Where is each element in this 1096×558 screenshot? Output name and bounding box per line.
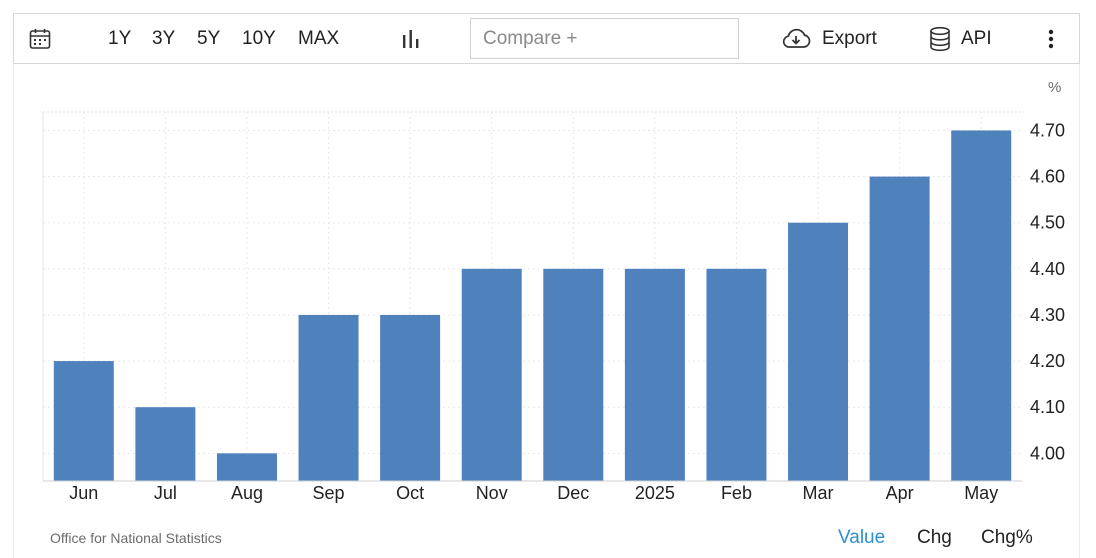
bar [298,314,359,481]
bar [135,407,196,481]
y-tick-label: 4.00 [1030,443,1065,463]
bar-chart-icon[interactable] [400,14,422,63]
y-tick-label: 4.70 [1030,120,1065,140]
tab-value[interactable]: Value [838,527,886,548]
x-tick-label: May [964,483,998,503]
more-vertical-icon[interactable] [1046,14,1056,63]
range-10y-button[interactable]: 10Y [242,27,276,49]
calendar-icon[interactable] [28,14,52,63]
api-button[interactable]: API [929,14,992,63]
y-unit-label: % [1048,79,1061,96]
x-tick-label: Mar [803,483,834,503]
chart-toolbar: 1Y 3Y 5Y 10Y MAX Export [13,13,1080,64]
bar [53,361,114,481]
x-tick-label: Aug [231,483,263,503]
x-tick-label: Nov [476,483,508,503]
y-tick-label: 4.60 [1030,167,1065,187]
bar [869,176,930,481]
chart-area [13,64,1080,558]
x-tick-label: Jul [154,483,177,503]
x-tick-label: Feb [721,483,752,503]
bar [543,268,604,481]
x-tick-label: Oct [396,483,424,503]
range-5y-button[interactable]: 5Y [197,27,221,49]
tab-chg[interactable]: Chg [917,527,952,548]
source-label: Office for National Statistics [50,530,222,546]
bar [461,268,522,481]
range-max-button[interactable]: MAX [298,27,340,49]
y-tick-label: 4.30 [1030,305,1065,325]
x-tick-label: Apr [886,483,914,503]
x-tick-label: 2025 [635,483,675,503]
range-3y-button[interactable]: 3Y [152,27,176,49]
export-button[interactable]: Export [780,14,877,63]
x-tick-label: Dec [557,483,589,503]
tab-chg-percent[interactable]: Chg% [981,527,1033,548]
cloud-download-icon [780,27,812,51]
y-tick-label: 4.20 [1030,351,1065,371]
bar [380,314,441,481]
api-label: API [961,27,992,49]
bar [216,453,277,481]
compare-input[interactable] [470,18,739,59]
y-tick-label: 4.10 [1030,397,1065,417]
y-tick-label: 4.40 [1030,259,1065,279]
bar [706,268,767,481]
range-1y-button[interactable]: 1Y [108,27,132,49]
x-tick-label: Jun [69,483,98,503]
bar [951,130,1012,481]
x-tick-label: Sep [313,483,345,503]
y-tick-label: 4.50 [1030,213,1065,233]
export-label: Export [822,27,877,49]
database-icon [929,26,951,52]
bar [788,222,849,481]
bar [624,268,685,481]
